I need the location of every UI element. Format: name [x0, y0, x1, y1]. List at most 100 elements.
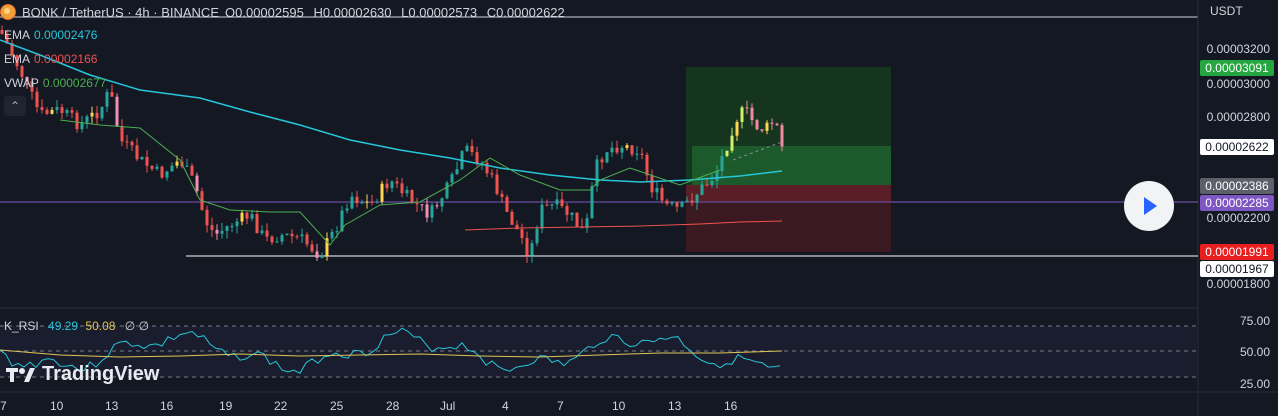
candle-body [490, 173, 494, 175]
rsi-tick: 50.00 [1239, 345, 1270, 359]
horizontal-line-price-tag: 0.00002285 [1200, 195, 1274, 211]
candle-body [760, 129, 764, 131]
loss-zone-inner [686, 185, 891, 201]
candle-body [590, 186, 594, 219]
candle-body [555, 199, 559, 205]
candle-body [345, 208, 349, 211]
candle-body [425, 204, 429, 218]
candle-body [705, 184, 709, 186]
candle-body [500, 193, 504, 197]
play-icon [1144, 197, 1157, 215]
candle-body [725, 150, 729, 157]
candle-body [195, 175, 199, 192]
candle-body [420, 204, 424, 206]
legend-ema-2[interactable]: EMA 0.00002166 [4, 52, 98, 66]
candle-body [615, 147, 619, 153]
candle-body [75, 112, 79, 130]
x-tick: 13 [668, 399, 682, 413]
profit-zone-inner [692, 146, 891, 185]
candle-body [50, 109, 54, 114]
rsi-band [0, 326, 1198, 377]
bonk-coin-icon [0, 4, 16, 20]
candle-body [25, 76, 29, 82]
candle-body [440, 198, 444, 207]
candle-body [495, 174, 499, 194]
candle-body [695, 194, 699, 203]
candle-body [700, 184, 704, 195]
candle-body [430, 205, 434, 218]
x-tick: 4 [502, 399, 509, 413]
candle-body [35, 91, 39, 108]
ema-red-line [464, 220, 783, 231]
candle-body [295, 236, 299, 238]
candle-body [15, 55, 19, 67]
candle-body [170, 165, 174, 172]
ohlc-values: O0.00002595 H0.00002630 L0.00002573 C0.0… [225, 4, 565, 20]
support-line-price-tag: 0.00001967 [1200, 261, 1274, 277]
candle-body [670, 202, 674, 204]
candle-body [30, 81, 34, 92]
candle-body [620, 147, 624, 153]
collapse-legend-button[interactable]: ⌃ [4, 96, 26, 116]
candle-body [650, 175, 654, 193]
candle-body [100, 106, 104, 119]
candle-body [660, 187, 664, 201]
candle-body [640, 153, 644, 155]
candle-body [105, 92, 109, 107]
candle-body [140, 156, 144, 160]
stop-loss-price-tag: 0.00001991 [1200, 244, 1274, 260]
tradingview-icon [6, 367, 35, 382]
price-tick: 0.00002800 [1206, 110, 1270, 124]
candle-body [470, 145, 474, 153]
candle-body [220, 230, 224, 234]
legend-ema-1[interactable]: EMA 0.00002476 [4, 28, 98, 42]
candle-body [505, 196, 509, 212]
candle-body [665, 200, 669, 204]
candle-body [240, 212, 244, 222]
candle-body [210, 225, 214, 230]
candle-body [225, 226, 229, 231]
tradingview-logo[interactable]: TradingView [6, 363, 159, 386]
candle-body [635, 153, 639, 155]
candle-body [730, 135, 734, 151]
currency-label: USDT [1210, 4, 1243, 18]
candle-body [60, 107, 64, 113]
candle-body [735, 122, 739, 136]
symbol-title[interactable]: BONK / TetherUS · 4h · BINANCE [22, 4, 219, 20]
candle-body [605, 152, 609, 163]
candle-body [565, 206, 569, 215]
price-tick: 0.00003000 [1206, 77, 1270, 91]
candle-body [205, 209, 209, 226]
entry-price-tag: 0.00002386 [1200, 178, 1274, 194]
candle-body [710, 180, 714, 185]
candle-body [315, 251, 319, 258]
candle-body [245, 212, 249, 219]
candle-body [290, 233, 294, 237]
candle-body [280, 235, 284, 242]
rsi-tick: 25.00 [1239, 377, 1270, 391]
candle-body [455, 169, 459, 175]
candle-body [675, 202, 679, 207]
rsi-d-line [0, 349, 783, 358]
candle-body [265, 230, 269, 237]
candle-body [445, 182, 449, 199]
candle-body [380, 183, 384, 202]
candle-body [10, 43, 14, 56]
candle-body [755, 120, 759, 130]
candle-body [145, 156, 149, 166]
legend-vwap[interactable]: VWAP 0.00002677 [4, 76, 107, 90]
candle-body [600, 159, 604, 163]
candle-body [530, 243, 534, 256]
candle-body [410, 190, 414, 204]
candle-body [335, 231, 339, 233]
candle-body [5, 33, 9, 44]
dashed-projection [732, 141, 783, 161]
x-tick: 10 [50, 399, 64, 413]
candle-body [485, 162, 489, 174]
candle-body [135, 145, 139, 160]
candle-body [165, 171, 169, 178]
candle-body [765, 122, 769, 131]
rsi-legend[interactable]: K_RSI 49.29 50.08 ∅ ∅ [4, 319, 150, 333]
replay-play-button[interactable] [1124, 181, 1174, 231]
